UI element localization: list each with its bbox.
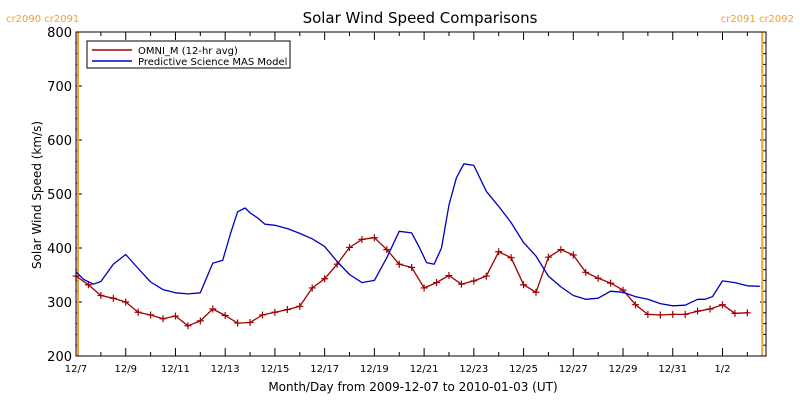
- series-line-2: [75, 163, 760, 307]
- y-tick-label: 500: [47, 188, 72, 203]
- x-tick-label: 12/7: [65, 364, 87, 375]
- rotation-marker-label: cr2091 cr2092: [721, 14, 794, 25]
- data-point: [582, 268, 590, 276]
- data-point: [147, 311, 155, 319]
- x-tick-label: 12/15: [261, 364, 290, 375]
- x-axis-label: Month/Day from 2009-12-07 to 2010-01-03 …: [268, 380, 557, 394]
- data-point: [743, 309, 751, 317]
- data-point: [221, 312, 229, 319]
- data-point: [656, 311, 664, 319]
- data-point: [569, 251, 577, 259]
- data-point: [520, 281, 528, 289]
- x-tick-label: 1/2: [714, 364, 730, 375]
- data-point: [433, 279, 441, 287]
- data-point: [134, 308, 142, 316]
- x-tick-label: 12/27: [559, 364, 588, 375]
- data-point: [171, 312, 179, 320]
- data-point: [209, 305, 217, 313]
- x-tick-label: 12/9: [114, 364, 136, 375]
- data-point: [694, 307, 702, 315]
- plot-area: 200 300 400 500 600 700 800 12/7 12/9 12/11 12/13 1…: [6, 14, 794, 375]
- x-tick-label: 12/17: [310, 364, 339, 375]
- data-point: [383, 246, 391, 254]
- data-point: [258, 311, 266, 319]
- x-tick-label: 12/31: [658, 364, 687, 375]
- x-tick-label: 12/29: [609, 364, 638, 375]
- data-point: [184, 322, 192, 330]
- data-point: [283, 306, 291, 314]
- data-point: [196, 317, 204, 325]
- data-point: [346, 243, 354, 251]
- data-point: [644, 310, 652, 318]
- plot-frame: [75, 31, 767, 357]
- x-tick-label: 12/13: [211, 364, 240, 375]
- y-tick-label: 400: [47, 242, 72, 257]
- data-point: [395, 260, 403, 268]
- data-point: [358, 235, 366, 243]
- data-point: [445, 272, 453, 280]
- data-point: [470, 277, 478, 285]
- y-axis-label: Solar Wind Speed (km/s): [30, 121, 44, 269]
- data-point: [718, 301, 726, 309]
- data-point: [594, 274, 602, 282]
- data-point: [321, 275, 329, 283]
- chart-title: Solar Wind Speed Comparisons: [303, 9, 538, 27]
- data-point: [370, 234, 378, 242]
- data-point: [607, 279, 615, 287]
- legend-box: [86, 40, 291, 69]
- x-tick-label: 12/19: [360, 364, 389, 375]
- data-point: [669, 310, 677, 318]
- data-point: [234, 319, 242, 327]
- data-point: [122, 298, 130, 306]
- data-point: [408, 263, 416, 271]
- x-tick-label: 12/23: [459, 364, 488, 375]
- data-point: [308, 284, 316, 292]
- y-tick-label: 700: [47, 80, 72, 95]
- data-point: [482, 272, 490, 280]
- data-point: [495, 248, 503, 256]
- data-point: [532, 288, 540, 296]
- data-point: [246, 319, 254, 327]
- data-point: [731, 309, 739, 317]
- x-tick-label: 12/25: [509, 364, 538, 375]
- data-point: [507, 254, 515, 262]
- data-point: [97, 292, 105, 300]
- data-point: [631, 301, 639, 309]
- data-point: [296, 302, 304, 310]
- data-point: [681, 310, 689, 318]
- rotation-marker-label: cr2090 cr2091: [6, 14, 79, 25]
- legend-entry-1: OMNI_M (12-hr avg): [138, 46, 238, 57]
- x-tick-label: 12/11: [161, 364, 190, 375]
- data-point: [109, 294, 117, 302]
- data-point: [706, 305, 714, 313]
- data-point: [159, 315, 167, 323]
- y-tick-label: 200: [47, 350, 72, 365]
- legend: OMNI_M (12-hr avg)Predictive Science MAS…: [86, 40, 291, 69]
- data-point: [544, 253, 552, 261]
- data-point: [457, 280, 465, 288]
- data-point: [557, 246, 565, 254]
- data-point: [271, 308, 279, 316]
- y-tick-label: 600: [47, 134, 72, 149]
- legend-entry-2: Predictive Science MAS Model: [138, 57, 287, 68]
- data-point: [420, 284, 428, 292]
- x-tick-label: 12/21: [410, 364, 439, 375]
- y-tick-label: 300: [47, 296, 72, 311]
- y-tick-label: 800: [47, 26, 72, 41]
